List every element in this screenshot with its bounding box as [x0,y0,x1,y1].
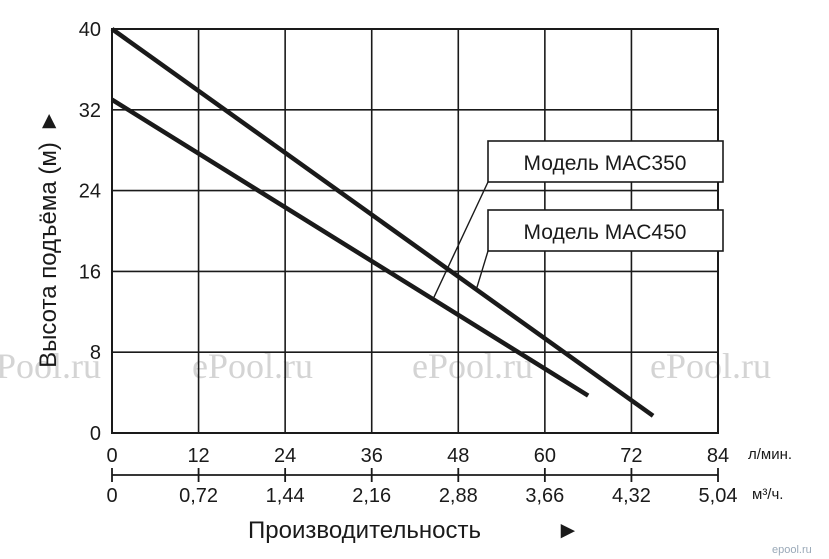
leader-line-mac450 [475,250,489,290]
y-tick-label: 8 [90,342,101,364]
y-tick-label: 32 [79,100,101,122]
y-tick-label: 16 [79,261,101,283]
x-tick-label-secondary: 1,44 [266,485,305,507]
x-tick-label-primary: 12 [187,445,209,467]
y-axis-title-arrow-icon: ► [35,109,62,133]
y-tick-label: 0 [90,423,101,445]
watermark-1: ePool.ru [0,346,101,386]
y-tick-label: 24 [79,181,101,203]
y-axis-ticks: 0 8 16 24 32 40 [79,19,101,445]
x-tick-label-primary: 0 [106,445,117,467]
x-tick-label-secondary: 5,04 [699,485,738,507]
x-tick-label-primary: 60 [534,445,556,467]
x-axis-primary-unit: л/мин. [748,446,792,463]
x-tick-label-primary: 36 [361,445,383,467]
x-tick-label-secondary: 2,16 [352,485,391,507]
callout-mac450: Модель MAC450 [487,209,724,252]
leader-line-mac350 [432,181,489,300]
callout-mac350: Модель MAC350 [487,140,724,183]
x-axis-title-text: Производительность [248,517,481,544]
x-tick-label-primary: 48 [447,445,469,467]
callout-box-mac350 [487,140,724,183]
x-tick-label-primary: 84 [707,445,729,467]
series-line-mac350 [110,97,590,398]
series-layer [110,27,655,418]
x-tick-label-secondary: 0 [106,485,117,507]
x-tick-label-secondary: 3,66 [525,485,564,507]
x-tick-label-primary: 72 [620,445,642,467]
y-tick-label: 40 [79,19,101,41]
x-tick-label-secondary: 4,32 [612,485,651,507]
y-axis-title-text: Высота подъёма (м) [35,142,62,368]
x-axis-secondary-unit: м³/ч. [752,486,783,503]
x-tick-label-primary: 24 [274,445,296,467]
x-axis-primary-ticks: 0 12 24 36 48 60 72 84 [106,445,729,467]
x-axis-secondary-ticks: 0 0,72 1,44 2,16 2,88 3,66 4,32 5,04 [106,485,737,507]
x-axis-title: Производительность ► [248,517,580,544]
corner-watermark: epool.ru [772,544,812,556]
x-axis-secondary [111,468,719,482]
series-line-mac450 [110,27,655,418]
callout-leaders [432,181,489,300]
callout-label-mac450: Модель MAC450 [524,221,687,244]
x-axis-title-arrow-icon: ► [556,517,580,544]
callout-label-mac350: Модель MAC350 [524,152,687,175]
x-tick-label-secondary: 0,72 [179,485,218,507]
callout-box-mac450 [487,209,724,252]
x-tick-label-secondary: 2,88 [439,485,478,507]
y-axis-title: Высота подъёма (м) ► [35,109,62,368]
